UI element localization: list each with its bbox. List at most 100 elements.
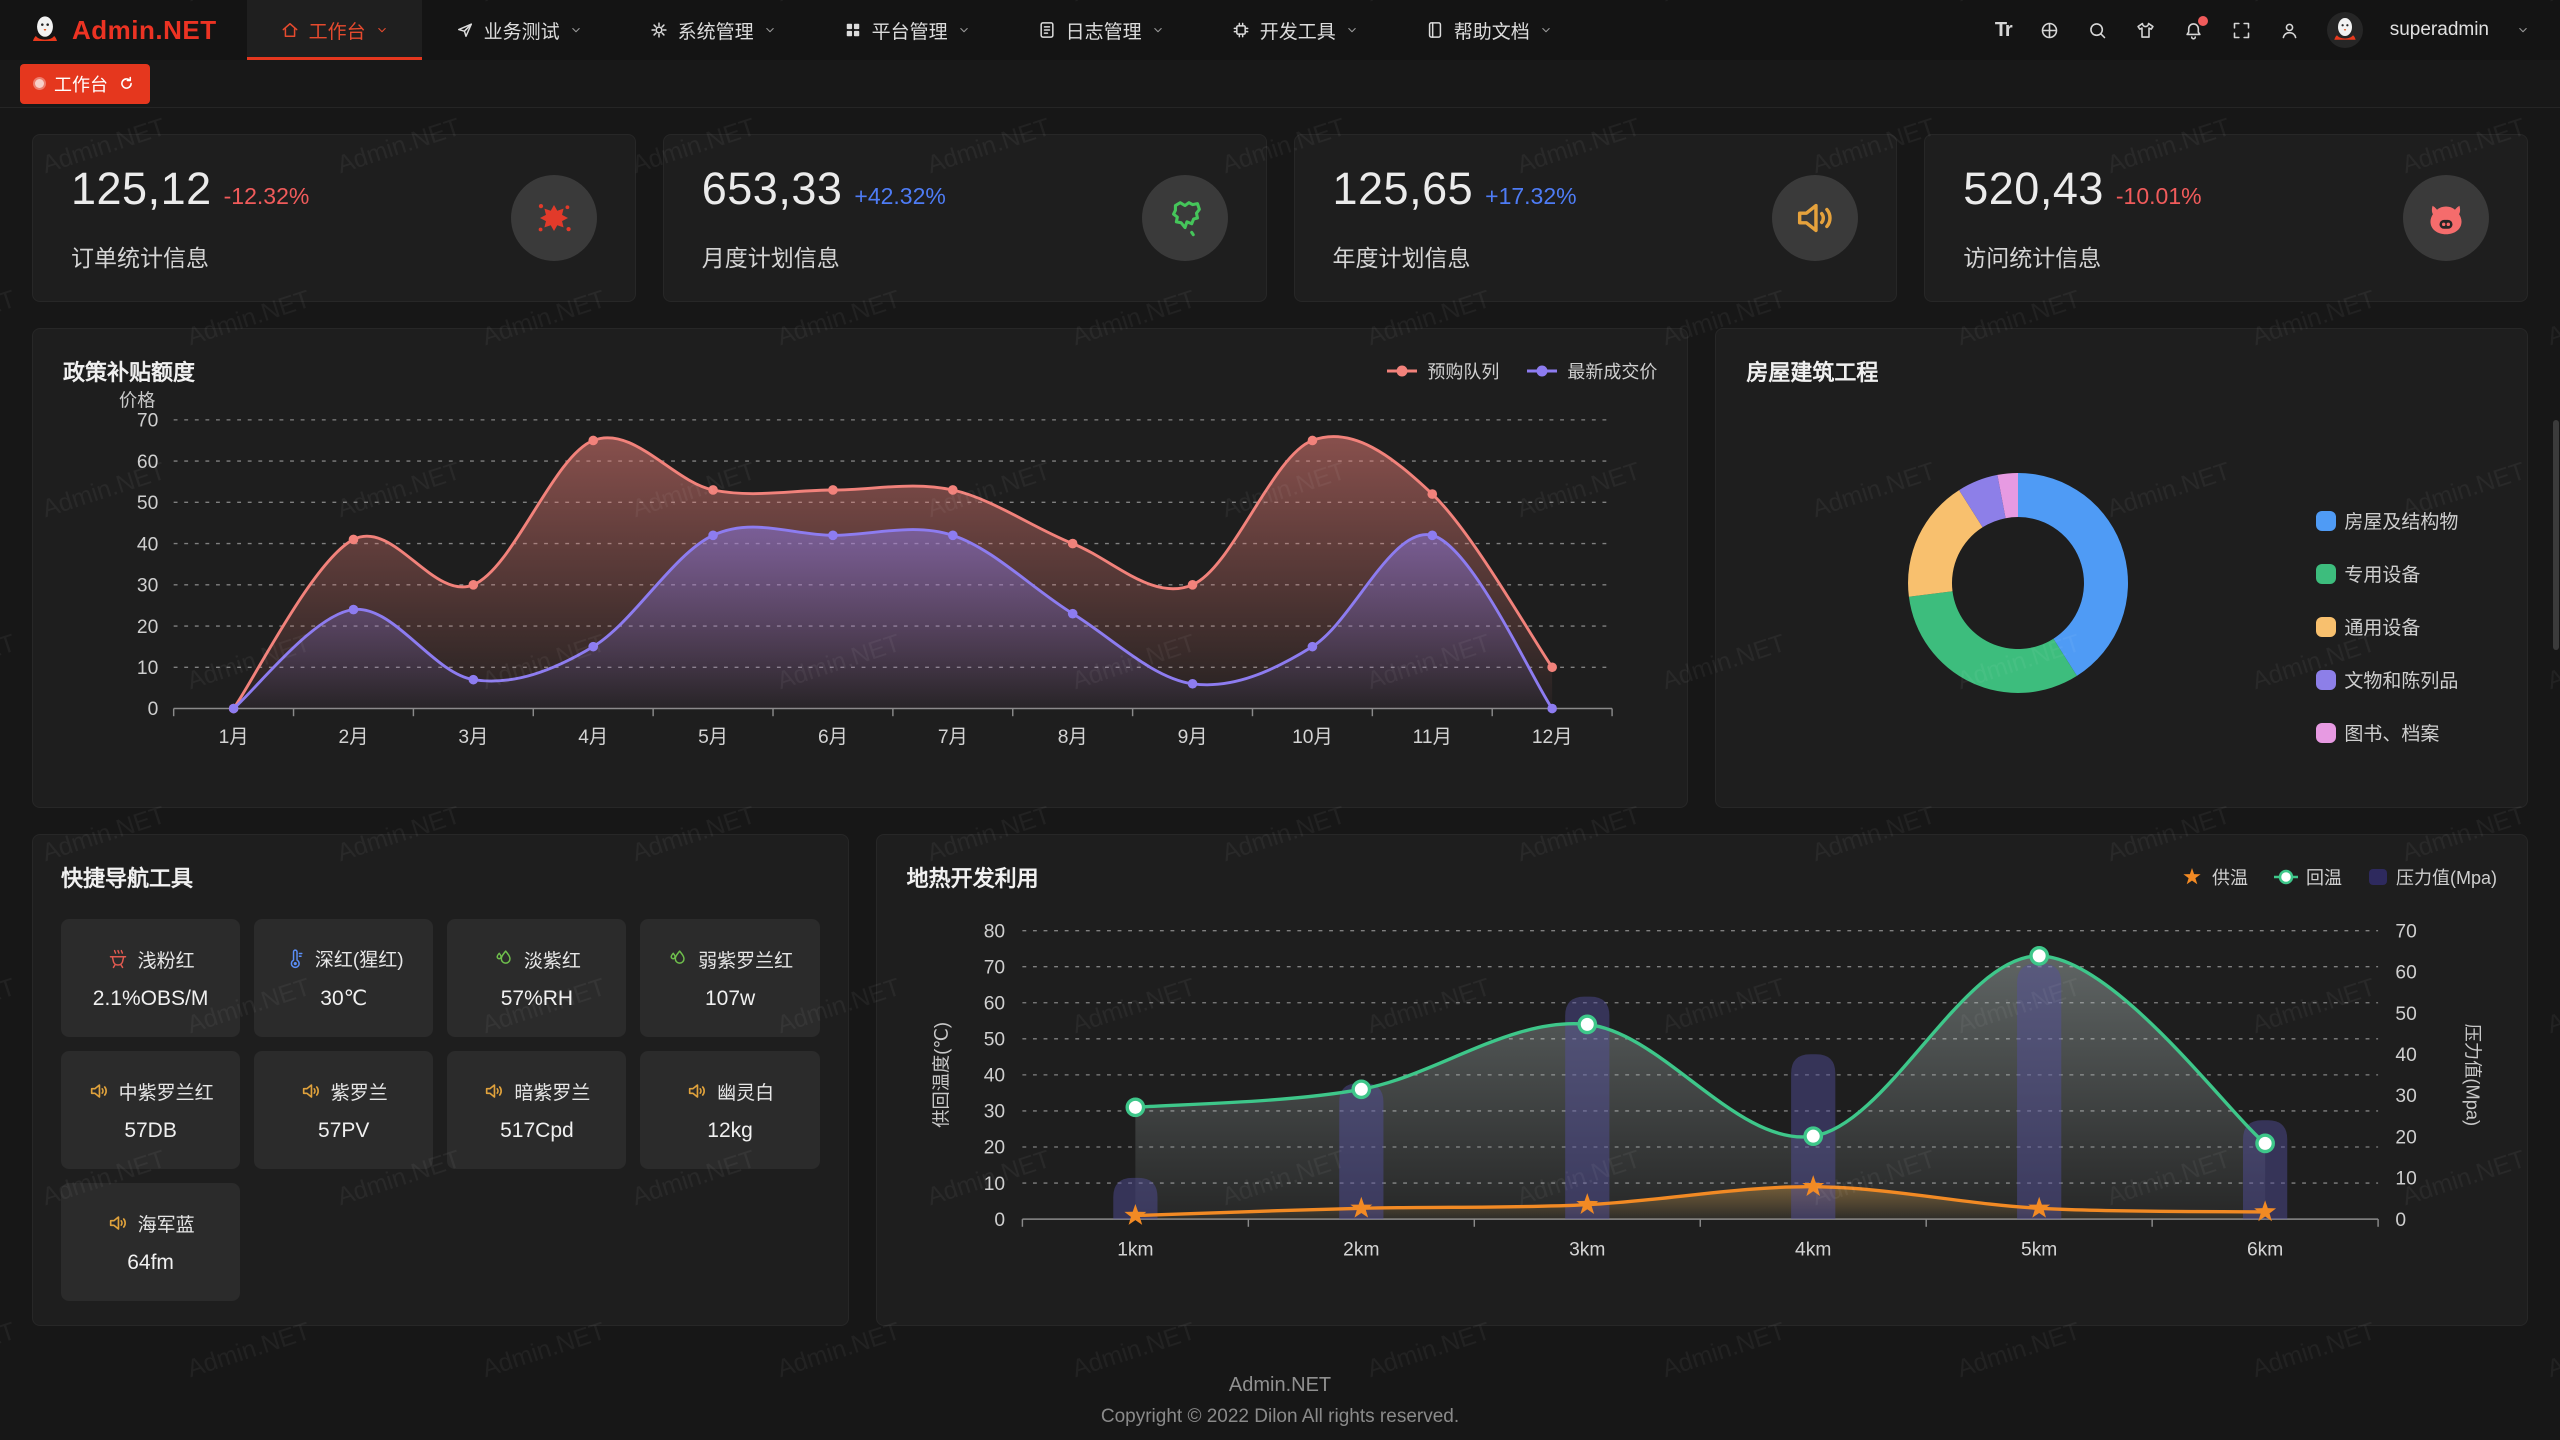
- quick-nav-tile[interactable]: 海军蓝 64fm: [61, 1183, 241, 1301]
- geo-chart-legend: 供温 回温 压力值(Mpa): [2180, 864, 2497, 890]
- svg-text:2km: 2km: [1343, 1240, 1379, 1261]
- quick-nav-tile[interactable]: 紫罗兰 57PV: [254, 1051, 434, 1169]
- chevron-down-icon: [957, 23, 971, 37]
- font-size-icon[interactable]: Tr: [1994, 18, 2013, 41]
- donut-legend-item-4[interactable]: 文物和陈列品: [2316, 666, 2458, 693]
- quick-nav-tile[interactable]: 中紫罗兰红 57DB: [61, 1051, 241, 1169]
- chevron-down-icon: [2516, 23, 2530, 37]
- legend-item-1[interactable]: 预购队列: [1385, 358, 1499, 384]
- svg-text:20: 20: [2395, 1127, 2416, 1148]
- main-menu: 工作台 业务测试 系统管理 平台管理 日志管理 开发工具 帮助文档: [246, 0, 1586, 60]
- svg-text:30: 30: [137, 576, 158, 597]
- svg-text:0: 0: [2395, 1210, 2406, 1231]
- pig-icon: [2423, 195, 2469, 241]
- svg-text:5月: 5月: [698, 727, 728, 748]
- speaker-icon: [483, 1080, 505, 1102]
- menu-item-6[interactable]: 开发工具: [1198, 0, 1392, 60]
- svg-text:70: 70: [2395, 921, 2416, 942]
- menu-item-5[interactable]: 日志管理: [1004, 0, 1198, 60]
- donut-chart[interactable]: [1746, 391, 2306, 791]
- quick-nav-title: 快捷导航工具: [61, 866, 194, 891]
- svg-text:10: 10: [2395, 1169, 2416, 1190]
- stat-value: 520,43: [1963, 163, 2104, 214]
- stat-card: 653,33 +42.32% 月度计划信息: [662, 134, 1267, 302]
- svg-text:10: 10: [137, 658, 158, 679]
- pressure-bar-2: [1338, 1083, 1384, 1220]
- donut-slice-5: [1997, 472, 2019, 519]
- svg-text:11月: 11月: [1413, 727, 1452, 748]
- policy-chart-card: 政策补贴额度 预购队列 最新成交价 0 10 20 30 40 50 60 70 价格 1月 2月 3月…: [32, 328, 1689, 808]
- stat-icon-circle: [2403, 175, 2489, 261]
- refresh-icon[interactable]: [118, 75, 135, 92]
- quick-nav-tile[interactable]: 淡紫红 57%RH: [447, 919, 627, 1037]
- tile-value: 57%RH: [500, 986, 574, 1010]
- username[interactable]: superadmin: [2389, 19, 2489, 40]
- quick-nav-tile[interactable]: 暗紫罗兰 517Cpd: [447, 1051, 627, 1169]
- quick-nav-tile[interactable]: 弱紫罗兰红 107w: [640, 919, 820, 1037]
- avatar[interactable]: [2326, 12, 2363, 48]
- stat-card: 520,43 -10.01% 访问统计信息: [1924, 134, 2528, 302]
- theme-icon[interactable]: [2135, 20, 2156, 41]
- menu-item-4[interactable]: 平台管理: [810, 0, 1004, 60]
- user-icon[interactable]: [2279, 20, 2300, 41]
- tile-value: 57DB: [124, 1118, 177, 1142]
- donut-legend-item-5[interactable]: 图书、档案: [2316, 719, 2458, 746]
- gear-icon: [649, 20, 669, 40]
- fullscreen-icon[interactable]: [2231, 20, 2252, 41]
- menu-item-label: 帮助文档: [1453, 21, 1530, 43]
- menu-item-7[interactable]: 帮助文档: [1392, 0, 1586, 60]
- geo-mixed-chart[interactable]: 0 10 20 30 40 50 60 70 80 0 10 20 30 40 50 60 70 1km 2km 3k…: [907, 897, 2497, 1282]
- menu-item-3[interactable]: 系统管理: [616, 0, 810, 60]
- menu-item-label: 工作台: [308, 21, 366, 43]
- quick-nav-tile[interactable]: 浅粉红 2.1%OBS/M: [61, 919, 241, 1037]
- chevron-down-icon: [569, 23, 583, 37]
- notification-bell-icon[interactable]: [2183, 15, 2208, 41]
- scrollbar[interactable]: [2552, 0, 2560, 1440]
- svg-text:7月: 7月: [938, 727, 968, 748]
- tile-value: 57PV: [318, 1118, 370, 1142]
- stat-value: 653,33: [701, 163, 843, 214]
- search-icon[interactable]: [2087, 20, 2108, 41]
- stat-label: 年度计划信息: [1332, 245, 1471, 271]
- stat-card: 125,12 -12.32% 订单统计信息: [32, 134, 636, 302]
- quick-nav-tile[interactable]: 幽灵白 12kg: [640, 1051, 820, 1169]
- svg-text:40: 40: [2395, 1045, 2416, 1066]
- brand[interactable]: Admin.NET: [0, 0, 247, 60]
- menu-item-1[interactable]: 工作台: [246, 0, 422, 60]
- tab-label: 工作台: [54, 74, 108, 95]
- tile-label: 中紫罗兰红: [118, 1082, 214, 1104]
- tile-value: 107w: [704, 986, 756, 1010]
- geo-legend-item-2[interactable]: 回温: [2273, 864, 2342, 890]
- geo-chart-card: 地热开发利用 供温 回温 压力值(Mpa) 0 10 20 30 40 50 60 70 80 0 10…: [875, 834, 2528, 1326]
- tile-value: 30℃: [320, 987, 368, 1010]
- svg-text:3月: 3月: [458, 727, 488, 748]
- donut-slice-1: [2018, 473, 2129, 676]
- pressure-bar-6: [2242, 1120, 2287, 1220]
- donut-legend-item-1[interactable]: 房屋及结构物: [2316, 507, 2458, 534]
- language-icon[interactable]: [2039, 20, 2060, 41]
- speaker-icon: [1792, 195, 1838, 241]
- speaker-icon: [686, 1080, 708, 1102]
- geo-legend-item-3[interactable]: 压力值(Mpa): [2368, 864, 2497, 890]
- navbar: Admin.NET 工作台 业务测试 系统管理 平台管理 日志管理 开发工具 帮助文档 Tr…: [0, 0, 2560, 60]
- stat-label: 访问统计信息: [1963, 245, 2102, 271]
- quick-nav-tile[interactable]: 深红(猩红) 30℃: [254, 919, 434, 1037]
- geo-legend-item-1[interactable]: 供温: [2180, 864, 2248, 890]
- book-icon: [1425, 20, 1445, 40]
- donut-legend-item-2[interactable]: 专用设备: [2316, 560, 2458, 587]
- chevron-down-icon: [1151, 23, 1165, 37]
- chevron-down-icon: [375, 23, 389, 37]
- legend-item-2[interactable]: 最新成交价: [1525, 358, 1657, 384]
- scrollbar-thumb[interactable]: [2553, 420, 2559, 650]
- donut-legend-item-3[interactable]: 通用设备: [2316, 613, 2458, 640]
- stat-label: 订单统计信息: [71, 245, 209, 271]
- svg-text:20: 20: [983, 1138, 1004, 1159]
- svg-text:40: 40: [983, 1066, 1004, 1087]
- svg-text:0: 0: [994, 1210, 1005, 1231]
- svg-text:60: 60: [983, 993, 1004, 1014]
- menu-item-2[interactable]: 业务测试: [422, 0, 616, 60]
- tab-workbench[interactable]: 工作台: [20, 63, 150, 104]
- droplet-icon: [667, 948, 689, 970]
- donut-slice-4: [1959, 474, 2006, 528]
